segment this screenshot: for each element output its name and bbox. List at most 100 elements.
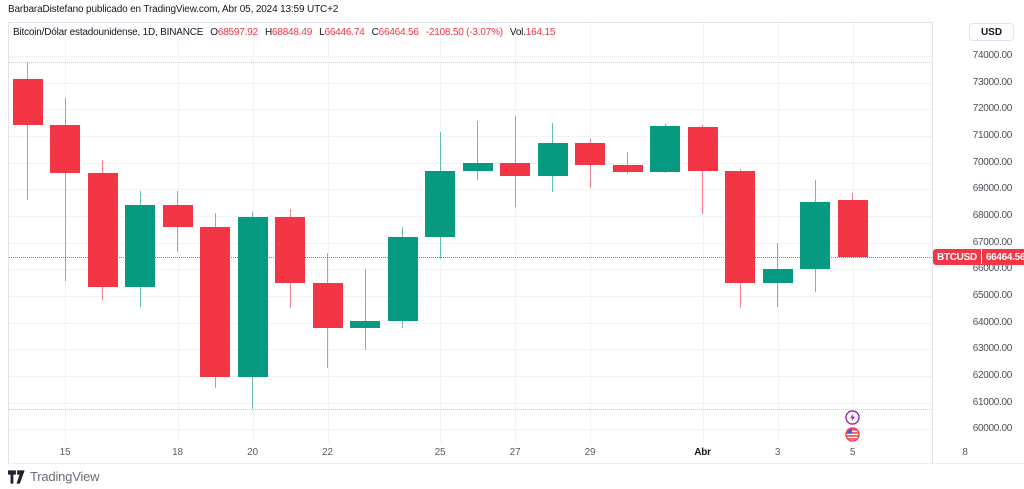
time-axis-label: Abr — [694, 447, 711, 458]
candle — [687, 126, 718, 171]
time-axis-label: 22 — [322, 447, 333, 458]
candle — [312, 282, 343, 328]
price-axis-label: 62000.00 — [972, 370, 1013, 381]
time-axis-label: 8 — [962, 447, 968, 458]
candle — [650, 126, 680, 172]
candle — [350, 321, 380, 328]
tradingview-logo-icon[interactable] — [8, 469, 25, 484]
snapshot-attribution: BarbaraDistefano publicado en TradingVie… — [8, 4, 339, 15]
volume-value: 164.15 — [525, 27, 556, 38]
last-price-symbol: BTCUSD — [933, 249, 981, 265]
price-axis-label: 60000.00 — [972, 423, 1013, 435]
price-axis-label: 70000.00 — [972, 156, 1013, 168]
price-axis-label: 68000.00 — [972, 210, 1013, 221]
candle — [612, 165, 643, 172]
price-axis-label: 74000.00 — [972, 50, 1013, 61]
ohlc-value: 66446.74 — [324, 27, 365, 38]
gridline-horizontal — [8, 376, 932, 377]
candle — [200, 226, 230, 378]
time-axis-label: 5 — [849, 447, 856, 458]
candle — [500, 162, 530, 176]
candle-wick — [514, 116, 516, 207]
time-axis-label: 3 — [774, 447, 781, 458]
chart-border-left — [8, 22, 9, 463]
volume-readout: Vol. 164.15 — [510, 27, 555, 38]
ohlc-value: 68597.92 — [217, 27, 258, 38]
gridline-vertical — [702, 22, 704, 443]
candle — [275, 217, 305, 283]
ohlc-item-h: H 68848.49 — [265, 27, 312, 38]
time-axis-label: 25 — [434, 447, 446, 458]
candle — [425, 170, 455, 238]
gridline-horizontal — [8, 322, 932, 324]
candle — [50, 125, 80, 174]
price-axis-label: 73000.00 — [972, 76, 1013, 88]
lightning-icon — [845, 410, 860, 425]
price-axis-label: 67000.00 — [972, 236, 1013, 248]
candle — [462, 162, 493, 171]
gridline-vertical — [777, 22, 779, 443]
us-flag-event-badge[interactable] — [845, 426, 860, 442]
price-axis-label: 66000.00 — [972, 263, 1013, 275]
time-axis-label: 18 — [172, 447, 183, 458]
price-axis-label: 63000.00 — [972, 343, 1013, 355]
ohlc-key: L — [319, 27, 325, 38]
gridline-horizontal — [8, 216, 932, 217]
candle — [800, 201, 830, 270]
symbol-title: Bitcoin/Dólar estadounidense, 1D, BINANC… — [13, 27, 204, 38]
gridline-horizontal — [8, 109, 932, 111]
last-price-value: 66464.56 — [981, 249, 1024, 265]
volume-label: Vol. — [509, 27, 526, 38]
candle — [12, 78, 43, 126]
candle — [387, 237, 418, 322]
currency-toggle-button[interactable]: USD — [969, 23, 1014, 41]
candle — [125, 205, 155, 287]
candle — [837, 200, 868, 257]
candle-wick — [27, 61, 28, 200]
gridline-vertical — [590, 22, 591, 443]
ohlc-key: O — [210, 27, 218, 38]
candle — [762, 269, 793, 283]
gridline-horizontal — [8, 349, 932, 351]
time-axis-label: 20 — [247, 447, 258, 458]
gridline-horizontal — [8, 402, 932, 404]
price-axis-label: 71000.00 — [972, 130, 1013, 141]
candle-wick — [477, 121, 478, 180]
ohlc-item-c: C 66464.56 — [372, 27, 419, 38]
price-axis-label: 64000.00 — [972, 316, 1013, 328]
high-marker-line — [8, 61, 932, 63]
candle — [575, 142, 605, 166]
candle-wick — [364, 269, 366, 350]
tradingview-brand[interactable]: TradingView — [30, 469, 100, 484]
candle-wick — [64, 97, 66, 282]
gridline-horizontal — [8, 269, 932, 271]
price-axis-label: 65000.00 — [972, 290, 1013, 301]
candle-wick — [627, 152, 628, 174]
ohlc-item-o: O 68597.92 — [210, 27, 258, 38]
candle — [725, 170, 755, 283]
time-axis-label: 15 — [59, 447, 71, 458]
candle — [537, 142, 568, 176]
lightning-event-badge[interactable] — [845, 410, 860, 425]
last-price-line — [8, 256, 932, 258]
gridline-horizontal — [8, 56, 932, 57]
last-price-tag: BTCUSD 66464.56 — [933, 249, 1024, 265]
price-axis-label: 61000.00 — [972, 396, 1013, 408]
gridline-vertical — [327, 22, 329, 443]
gridline-horizontal — [8, 189, 932, 191]
gridline-horizontal — [8, 136, 932, 137]
chart-legend: Bitcoin/Dólar estadounidense, 1D, BINANC… — [13, 27, 555, 38]
gridline-vertical — [65, 22, 66, 443]
ohlc-key: H — [264, 27, 272, 38]
low-marker-line — [8, 408, 932, 410]
gridline-horizontal — [8, 429, 932, 431]
gridline-horizontal — [8, 296, 932, 297]
candle — [237, 217, 268, 378]
us-flag-icon — [845, 426, 860, 442]
price-axis-label: 69000.00 — [972, 183, 1013, 195]
ohlc-value: 68848.49 — [271, 27, 313, 38]
candle — [162, 205, 193, 227]
price-axis-separator — [932, 22, 933, 463]
